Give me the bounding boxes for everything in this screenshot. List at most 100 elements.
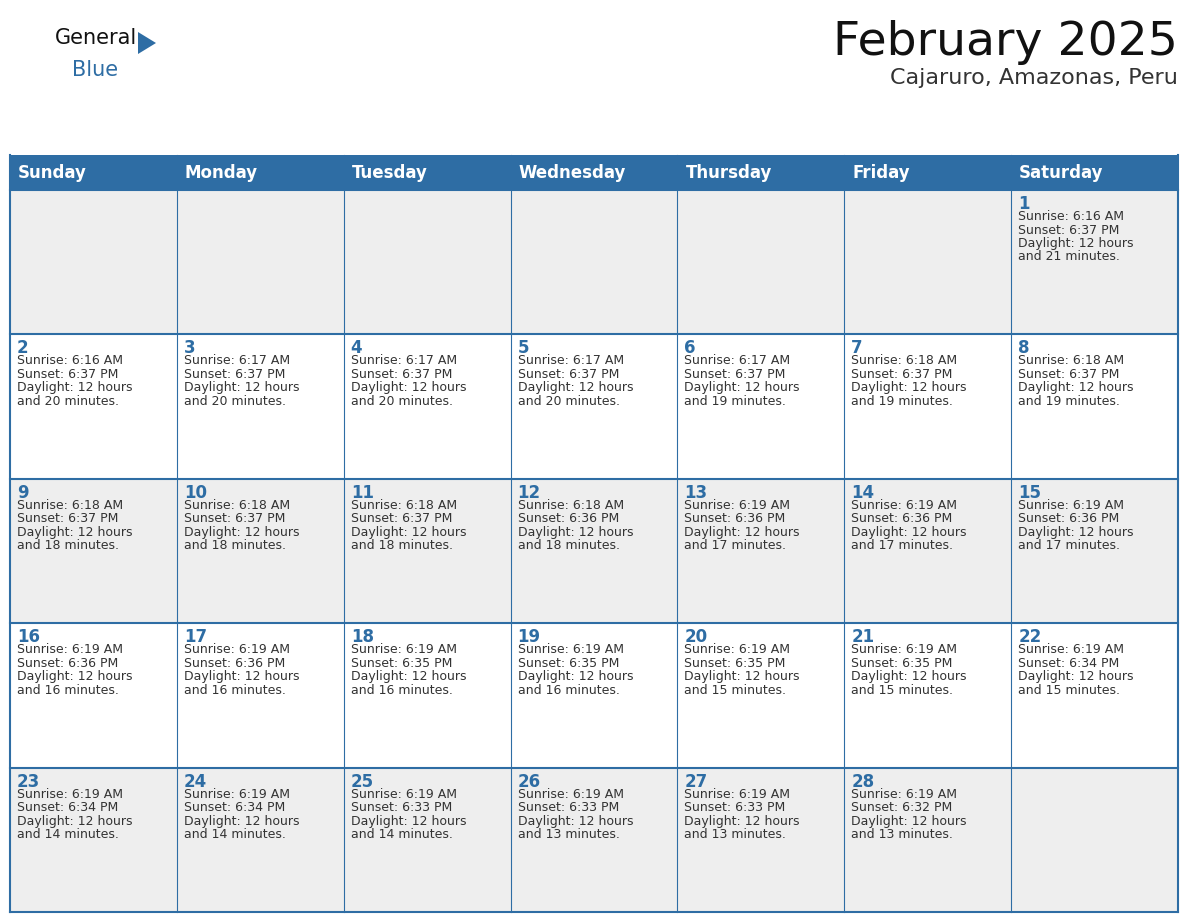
Text: 17: 17 <box>184 628 207 646</box>
Text: Daylight: 12 hours: Daylight: 12 hours <box>350 814 466 828</box>
Bar <box>677 155 845 190</box>
Text: and 18 minutes.: and 18 minutes. <box>184 539 286 553</box>
Text: Daylight: 12 hours: Daylight: 12 hours <box>17 814 133 828</box>
Bar <box>177 155 343 190</box>
Text: and 18 minutes.: and 18 minutes. <box>17 539 119 553</box>
Bar <box>1011 155 1178 190</box>
Text: Daylight: 12 hours: Daylight: 12 hours <box>350 526 466 539</box>
Text: 18: 18 <box>350 628 374 646</box>
Text: Tuesday: Tuesday <box>352 163 428 182</box>
Text: 28: 28 <box>852 773 874 790</box>
Text: Daylight: 12 hours: Daylight: 12 hours <box>350 670 466 683</box>
Text: 27: 27 <box>684 773 708 790</box>
Text: Sunrise: 6:18 AM: Sunrise: 6:18 AM <box>184 498 290 512</box>
Text: Daylight: 12 hours: Daylight: 12 hours <box>518 381 633 395</box>
Text: Sunrise: 6:17 AM: Sunrise: 6:17 AM <box>350 354 457 367</box>
Text: Daylight: 12 hours: Daylight: 12 hours <box>852 526 967 539</box>
Text: and 20 minutes.: and 20 minutes. <box>17 395 119 408</box>
Polygon shape <box>138 32 156 54</box>
Text: and 15 minutes.: and 15 minutes. <box>1018 684 1120 697</box>
Text: Sunset: 6:35 PM: Sunset: 6:35 PM <box>684 656 785 670</box>
Text: Daylight: 12 hours: Daylight: 12 hours <box>350 381 466 395</box>
Text: Sunset: 6:37 PM: Sunset: 6:37 PM <box>184 368 285 381</box>
Text: Sunset: 6:36 PM: Sunset: 6:36 PM <box>17 656 119 670</box>
Text: Sunset: 6:37 PM: Sunset: 6:37 PM <box>518 368 619 381</box>
Text: Sunrise: 6:19 AM: Sunrise: 6:19 AM <box>684 788 790 800</box>
Text: Sunset: 6:37 PM: Sunset: 6:37 PM <box>350 512 453 525</box>
Text: Sunrise: 6:19 AM: Sunrise: 6:19 AM <box>184 788 290 800</box>
Text: and 18 minutes.: and 18 minutes. <box>350 539 453 553</box>
Text: and 16 minutes.: and 16 minutes. <box>17 684 119 697</box>
Text: and 20 minutes.: and 20 minutes. <box>350 395 453 408</box>
Text: Sunset: 6:33 PM: Sunset: 6:33 PM <box>518 801 619 814</box>
Text: 12: 12 <box>518 484 541 502</box>
Text: 22: 22 <box>1018 628 1042 646</box>
Text: Sunrise: 6:16 AM: Sunrise: 6:16 AM <box>17 354 124 367</box>
Text: Sunday: Sunday <box>18 163 87 182</box>
Text: Sunset: 6:37 PM: Sunset: 6:37 PM <box>184 512 285 525</box>
Text: 2: 2 <box>17 340 29 357</box>
Text: and 17 minutes.: and 17 minutes. <box>852 539 953 553</box>
Text: 10: 10 <box>184 484 207 502</box>
Text: Monday: Monday <box>185 163 258 182</box>
Text: Sunset: 6:37 PM: Sunset: 6:37 PM <box>17 512 119 525</box>
Bar <box>511 155 677 190</box>
Text: Sunset: 6:35 PM: Sunset: 6:35 PM <box>518 656 619 670</box>
Text: Daylight: 12 hours: Daylight: 12 hours <box>518 670 633 683</box>
Text: Sunset: 6:37 PM: Sunset: 6:37 PM <box>350 368 453 381</box>
Text: General: General <box>55 28 138 48</box>
Text: Sunset: 6:34 PM: Sunset: 6:34 PM <box>1018 656 1119 670</box>
Text: Sunrise: 6:19 AM: Sunrise: 6:19 AM <box>17 788 124 800</box>
Text: and 15 minutes.: and 15 minutes. <box>684 684 786 697</box>
Text: and 16 minutes.: and 16 minutes. <box>184 684 286 697</box>
Text: Sunrise: 6:18 AM: Sunrise: 6:18 AM <box>17 498 124 512</box>
Text: February 2025: February 2025 <box>833 20 1178 65</box>
Text: Sunrise: 6:17 AM: Sunrise: 6:17 AM <box>684 354 790 367</box>
Text: and 19 minutes.: and 19 minutes. <box>1018 395 1120 408</box>
Text: Sunrise: 6:19 AM: Sunrise: 6:19 AM <box>350 644 456 656</box>
Text: Daylight: 12 hours: Daylight: 12 hours <box>17 670 133 683</box>
Text: Sunrise: 6:19 AM: Sunrise: 6:19 AM <box>184 644 290 656</box>
Text: and 21 minutes.: and 21 minutes. <box>1018 251 1120 263</box>
Text: Daylight: 12 hours: Daylight: 12 hours <box>684 814 800 828</box>
Text: Sunrise: 6:19 AM: Sunrise: 6:19 AM <box>684 498 790 512</box>
Text: Sunrise: 6:19 AM: Sunrise: 6:19 AM <box>852 644 958 656</box>
Text: Sunrise: 6:19 AM: Sunrise: 6:19 AM <box>350 788 456 800</box>
Text: and 13 minutes.: and 13 minutes. <box>684 828 786 841</box>
Text: Sunrise: 6:19 AM: Sunrise: 6:19 AM <box>684 644 790 656</box>
Text: Sunset: 6:36 PM: Sunset: 6:36 PM <box>1018 512 1119 525</box>
Text: Sunset: 6:34 PM: Sunset: 6:34 PM <box>17 801 119 814</box>
Text: Sunset: 6:32 PM: Sunset: 6:32 PM <box>852 801 953 814</box>
Text: 13: 13 <box>684 484 708 502</box>
Text: 26: 26 <box>518 773 541 790</box>
Bar <box>845 155 1011 190</box>
Text: Saturday: Saturday <box>1019 163 1104 182</box>
Text: 5: 5 <box>518 340 529 357</box>
Text: Daylight: 12 hours: Daylight: 12 hours <box>184 670 299 683</box>
Text: and 18 minutes.: and 18 minutes. <box>518 539 620 553</box>
Text: Cajaruro, Amazonas, Peru: Cajaruro, Amazonas, Peru <box>890 68 1178 88</box>
Text: Sunset: 6:36 PM: Sunset: 6:36 PM <box>184 656 285 670</box>
Text: and 17 minutes.: and 17 minutes. <box>684 539 786 553</box>
Text: Daylight: 12 hours: Daylight: 12 hours <box>518 526 633 539</box>
Text: and 13 minutes.: and 13 minutes. <box>518 828 619 841</box>
Text: Daylight: 12 hours: Daylight: 12 hours <box>1018 381 1133 395</box>
Bar <box>10 479 1178 623</box>
Text: Daylight: 12 hours: Daylight: 12 hours <box>684 381 800 395</box>
Bar <box>343 155 511 190</box>
Text: and 14 minutes.: and 14 minutes. <box>17 828 119 841</box>
Text: Sunset: 6:37 PM: Sunset: 6:37 PM <box>1018 223 1119 237</box>
Bar <box>10 155 177 190</box>
Text: Sunset: 6:37 PM: Sunset: 6:37 PM <box>852 368 953 381</box>
Text: Sunrise: 6:19 AM: Sunrise: 6:19 AM <box>1018 644 1124 656</box>
Text: 23: 23 <box>17 773 40 790</box>
Text: Sunrise: 6:18 AM: Sunrise: 6:18 AM <box>350 498 457 512</box>
Text: and 16 minutes.: and 16 minutes. <box>350 684 453 697</box>
Text: Wednesday: Wednesday <box>519 163 626 182</box>
Text: Blue: Blue <box>72 60 118 80</box>
Bar <box>10 334 1178 479</box>
Text: Sunrise: 6:19 AM: Sunrise: 6:19 AM <box>518 788 624 800</box>
Text: Sunrise: 6:19 AM: Sunrise: 6:19 AM <box>1018 498 1124 512</box>
Text: Daylight: 12 hours: Daylight: 12 hours <box>17 381 133 395</box>
Text: Thursday: Thursday <box>685 163 772 182</box>
